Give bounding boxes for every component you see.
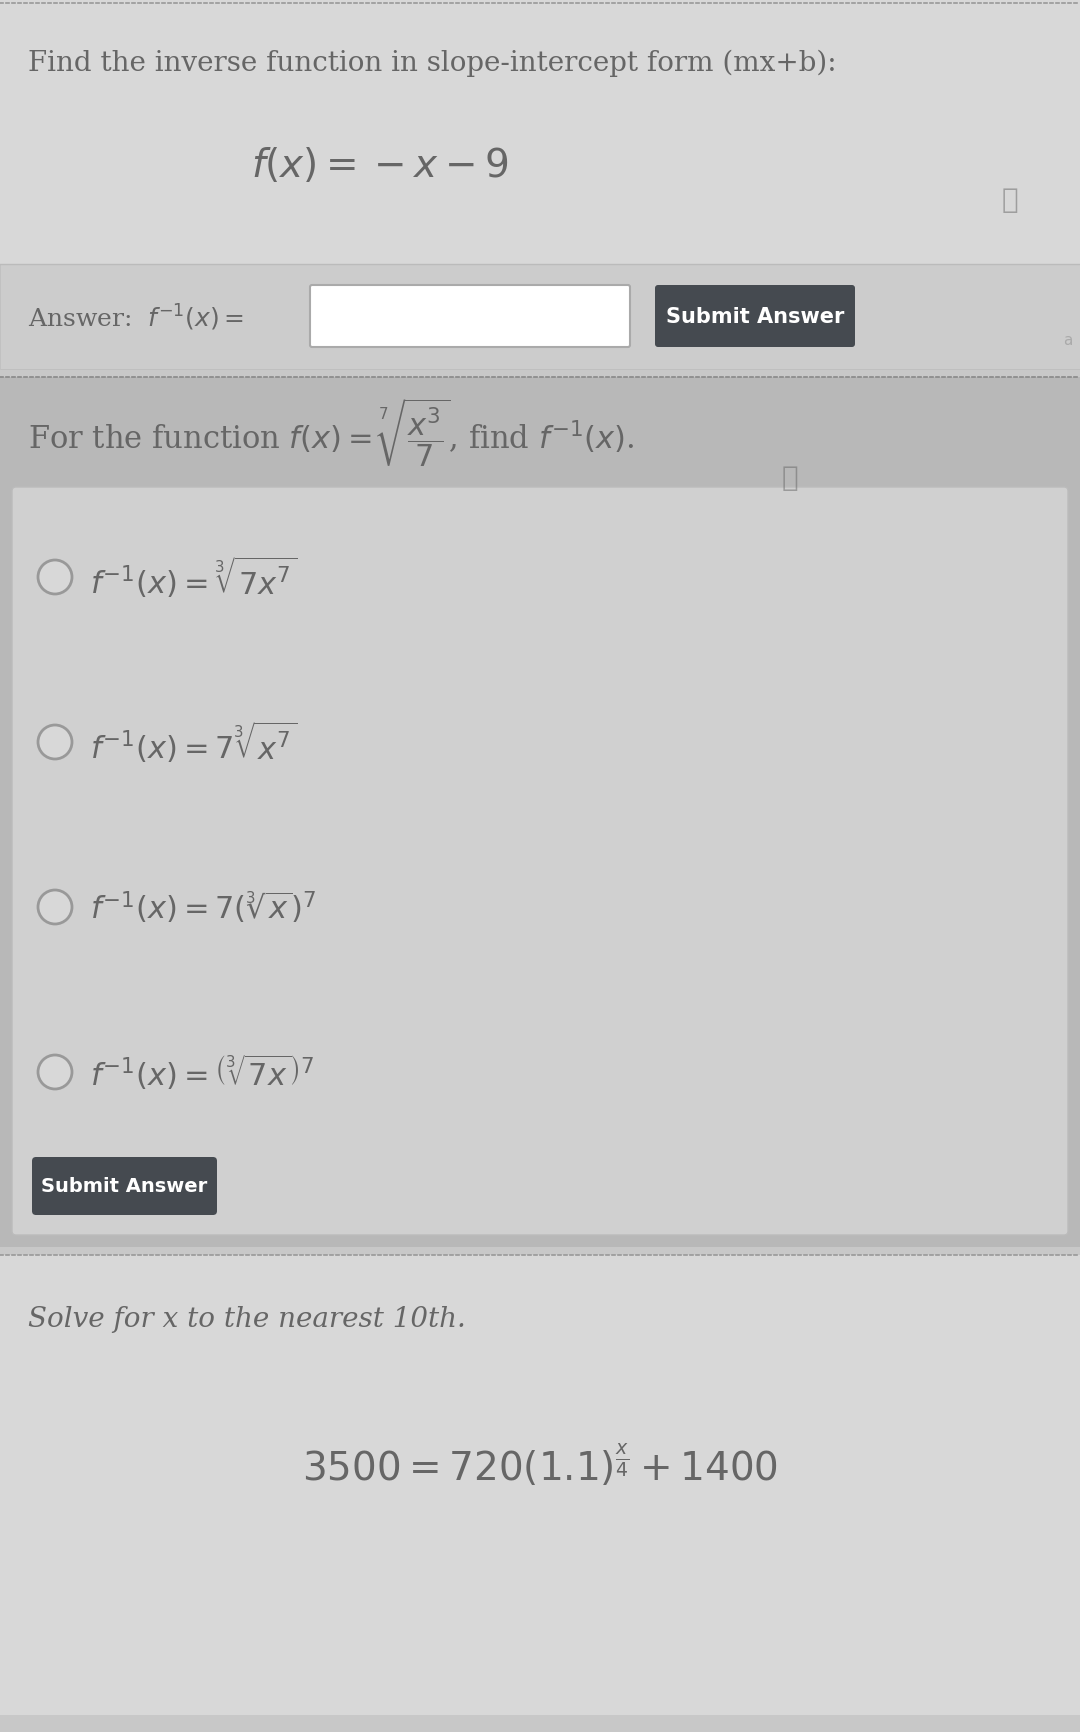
Text: $3500 = 720(1.1)^{\frac{x}{4}} + 1400$: $3500 = 720(1.1)^{\frac{x}{4}} + 1400$ xyxy=(302,1441,778,1490)
FancyBboxPatch shape xyxy=(12,488,1068,1235)
FancyBboxPatch shape xyxy=(310,286,630,348)
Bar xyxy=(0,0,1080,371)
Bar xyxy=(0,265,1080,371)
FancyBboxPatch shape xyxy=(654,286,855,348)
Text: a: a xyxy=(1063,333,1072,348)
Circle shape xyxy=(38,561,72,594)
Text: For the function $f(x) = \sqrt[7]{\dfrac{x^3}{7}}$, find $f^{-1}(x)$.: For the function $f(x) = \sqrt[7]{\dfrac… xyxy=(28,397,634,469)
Text: ⮤: ⮤ xyxy=(782,464,798,492)
Text: ⮤: ⮤ xyxy=(1001,185,1018,213)
Circle shape xyxy=(38,890,72,925)
Text: $f^{-1}(x) = 7\sqrt[3]{x^7}$: $f^{-1}(x) = 7\sqrt[3]{x^7}$ xyxy=(90,721,297,766)
Text: Find the inverse function in slope-intercept form (mx+b):: Find the inverse function in slope-inter… xyxy=(28,50,837,78)
FancyBboxPatch shape xyxy=(32,1157,217,1216)
Text: Solve for x to the nearest 10th.: Solve for x to the nearest 10th. xyxy=(28,1306,465,1332)
Bar xyxy=(0,1256,1080,1715)
Circle shape xyxy=(38,1055,72,1089)
Text: $f^{-1}(x) = \sqrt[3]{7x^7}$: $f^{-1}(x) = \sqrt[3]{7x^7}$ xyxy=(90,554,297,601)
Bar xyxy=(0,378,1080,1247)
Text: Submit Answer: Submit Answer xyxy=(665,307,845,327)
Text: $f^{-1}(x) = \left(\sqrt[3]{7x}\right)^7$: $f^{-1}(x) = \left(\sqrt[3]{7x}\right)^7… xyxy=(90,1053,314,1093)
Circle shape xyxy=(38,726,72,760)
Text: Answer:  $f^{-1}(x) =$: Answer: $f^{-1}(x) =$ xyxy=(28,301,244,333)
Text: $f(x) = -x - 9$: $f(x) = -x - 9$ xyxy=(252,145,509,184)
Text: $f^{-1}(x) = 7\left(\sqrt[3]{x}\right)^7$: $f^{-1}(x) = 7\left(\sqrt[3]{x}\right)^7… xyxy=(90,890,316,925)
Text: Submit Answer: Submit Answer xyxy=(41,1176,207,1195)
